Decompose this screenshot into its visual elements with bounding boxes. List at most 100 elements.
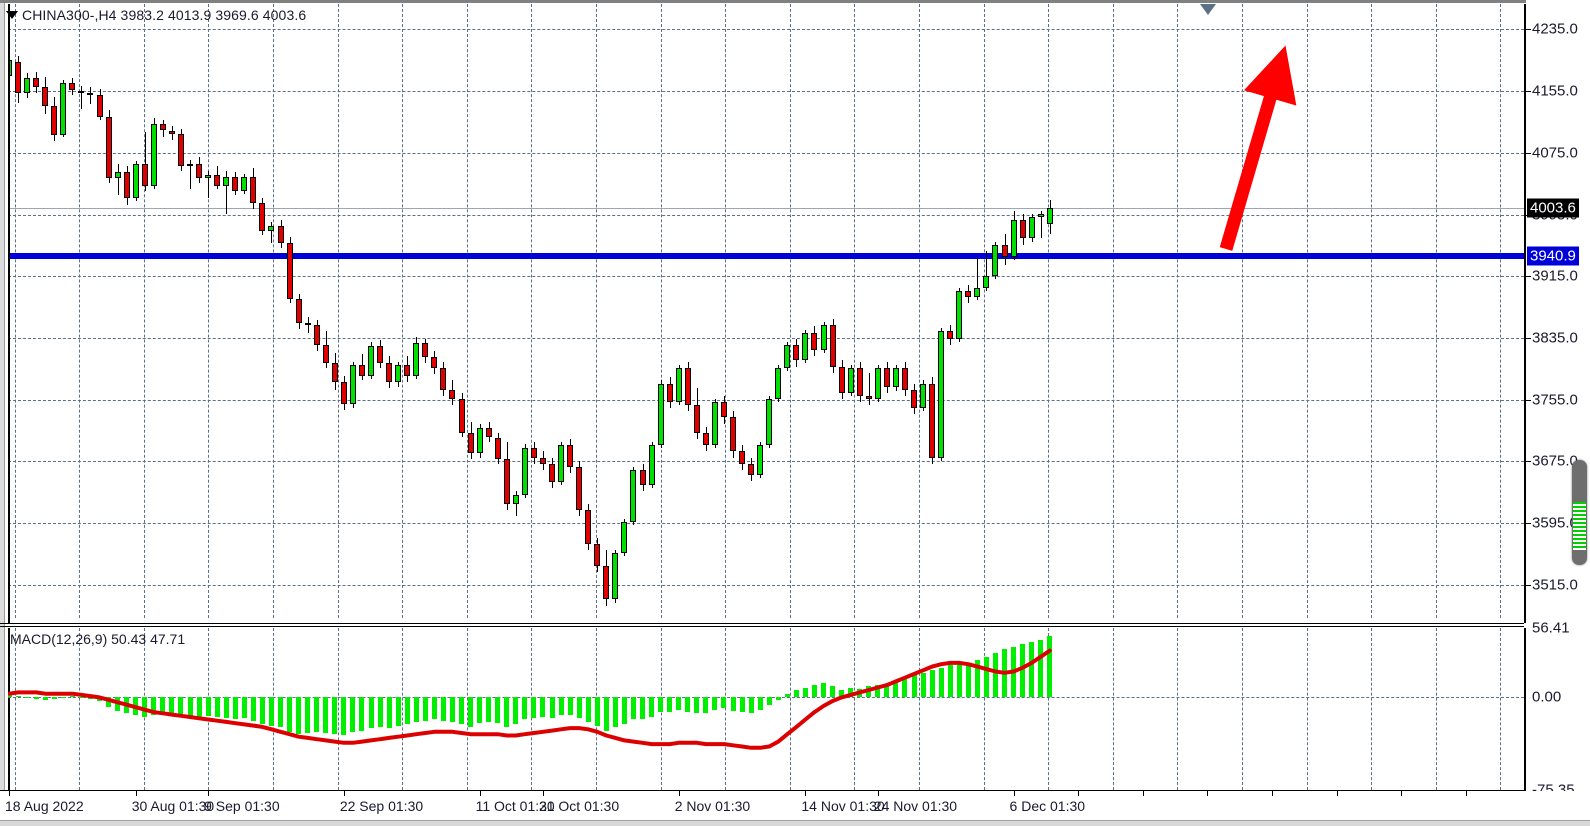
macd-histogram-bar <box>630 697 636 720</box>
candle-bearish <box>42 87 49 106</box>
candle-bullish <box>766 398 773 446</box>
macd-histogram-bar <box>413 697 419 722</box>
candle-bearish <box>440 368 447 390</box>
macd-histogram-bar <box>359 697 365 731</box>
level-price-badge[interactable]: 3940.9 <box>1527 246 1579 266</box>
time-axis-label: 6 Dec 01:30 <box>1009 798 1086 814</box>
macd-time-gridline <box>983 628 985 790</box>
candle-bearish <box>883 368 890 387</box>
candle-bullish <box>820 324 827 350</box>
macd-indicator-pane[interactable] <box>8 628 1524 790</box>
candle-bearish <box>295 298 302 324</box>
candle-bearish <box>168 130 175 134</box>
macd-histogram-bar <box>947 665 953 698</box>
price-axis-label: 4155.0 <box>1532 82 1578 100</box>
candle-bearish <box>911 389 917 409</box>
time-axis-label: 21 Oct 01:30 <box>538 798 620 814</box>
time-axis-tick <box>135 791 137 796</box>
time-gridline <box>854 4 856 618</box>
price-pane-right-border <box>1524 4 1526 623</box>
macd-histogram-bar <box>42 697 48 700</box>
macd-histogram-bar <box>612 697 618 727</box>
candle-bearish <box>458 398 465 433</box>
candle-bearish <box>467 432 474 453</box>
price-axis-tick <box>1526 461 1531 463</box>
triangle-down-icon[interactable] <box>6 11 18 19</box>
left-rail <box>0 3 5 791</box>
time-axis-tick <box>479 791 481 796</box>
macd-histogram-bar <box>106 697 112 708</box>
time-axis-tick <box>208 791 210 796</box>
candle-bearish <box>748 463 755 475</box>
macd-histogram-bar <box>676 697 682 710</box>
candle-wick <box>145 132 146 191</box>
candle-bullish <box>8 59 12 76</box>
candle-bearish <box>594 543 601 566</box>
candle-wick <box>1041 210 1042 239</box>
price-axis-tick <box>1526 584 1531 586</box>
macd-histogram-bar <box>259 697 265 725</box>
candle-bearish <box>965 290 972 298</box>
time-gridline <box>272 4 274 618</box>
candle-bearish <box>232 176 239 191</box>
price-chart-pane[interactable] <box>8 4 1524 618</box>
macd-histogram-bar <box>169 697 175 715</box>
candle-bearish <box>87 93 94 96</box>
time-gridline <box>1306 4 1308 618</box>
time-axis-label: 2 Nov 01:30 <box>674 798 751 814</box>
time-axis-tick <box>1142 791 1144 796</box>
macd-histogram-bar <box>667 697 673 713</box>
macd-time-gridline <box>402 628 404 790</box>
macd-histogram-bar <box>232 697 238 720</box>
price-axis-tick <box>1526 337 1531 339</box>
candle-bearish <box>304 323 311 326</box>
time-axis-tick <box>542 791 544 796</box>
macd-time-gridline <box>854 628 856 790</box>
time-gridline <box>983 4 985 618</box>
macd-histogram-bar <box>821 682 826 698</box>
candle-bullish <box>558 445 565 483</box>
candle-bearish <box>277 226 284 244</box>
time-axis-tick <box>1336 791 1338 796</box>
candle-bearish <box>576 466 583 510</box>
time-gridline <box>1048 4 1050 618</box>
macd-histogram-bar <box>142 697 148 718</box>
macd-histogram-bar <box>703 697 709 714</box>
candle-bullish <box>711 402 718 446</box>
macd-pane-left-border <box>8 628 10 791</box>
time-gridline <box>1241 4 1243 618</box>
macd-histogram-bar <box>1020 644 1026 698</box>
scrollbar-grip[interactable] <box>1573 502 1586 550</box>
time-gridline <box>79 4 81 618</box>
time-axis-tick <box>805 791 807 796</box>
macd-histogram-bar <box>332 697 338 735</box>
candle-bearish <box>901 368 908 390</box>
macd-time-gridline <box>1435 628 1437 790</box>
price-gridline <box>8 337 1524 339</box>
macd-indicator-label: MACD(12,26,9) 50.43 47.71 <box>10 631 186 647</box>
macd-histogram-bar <box>422 697 428 721</box>
macd-histogram-bar <box>287 697 293 732</box>
macd-histogram-bar <box>649 697 655 718</box>
price-axis-tick <box>1526 276 1531 278</box>
candle-bearish <box>322 344 329 364</box>
macd-histogram-bar <box>992 653 998 698</box>
candle-bearish <box>340 381 347 404</box>
candle-bullish <box>983 275 990 288</box>
macd-histogram-bar <box>1029 642 1035 698</box>
time-axis[interactable]: 18 Aug 2022 30 Aug 01:30 9 Sep 01:30 22 Sep… <box>0 791 1590 825</box>
time-axis-tick <box>1207 791 1209 796</box>
macd-histogram-bar <box>178 697 184 718</box>
price-axis-label: 3835.0 <box>1532 329 1578 347</box>
macd-histogram-bar <box>241 697 247 719</box>
vertical-zoom-scrollbar[interactable] <box>1572 460 1587 565</box>
candle-bullish <box>630 469 637 523</box>
price-gridline <box>8 399 1524 401</box>
current-bar-marker-icon <box>1200 4 1216 15</box>
price-axis[interactable]: 4235.04155.04075.03995.03915.03835.03755… <box>1526 0 1590 799</box>
current-price-badge: 4003.6 <box>1527 198 1579 218</box>
support-level-line[interactable] <box>8 253 1524 260</box>
macd-histogram-bar <box>459 697 464 725</box>
price-gridline <box>8 461 1524 463</box>
candle-bearish <box>585 510 592 544</box>
